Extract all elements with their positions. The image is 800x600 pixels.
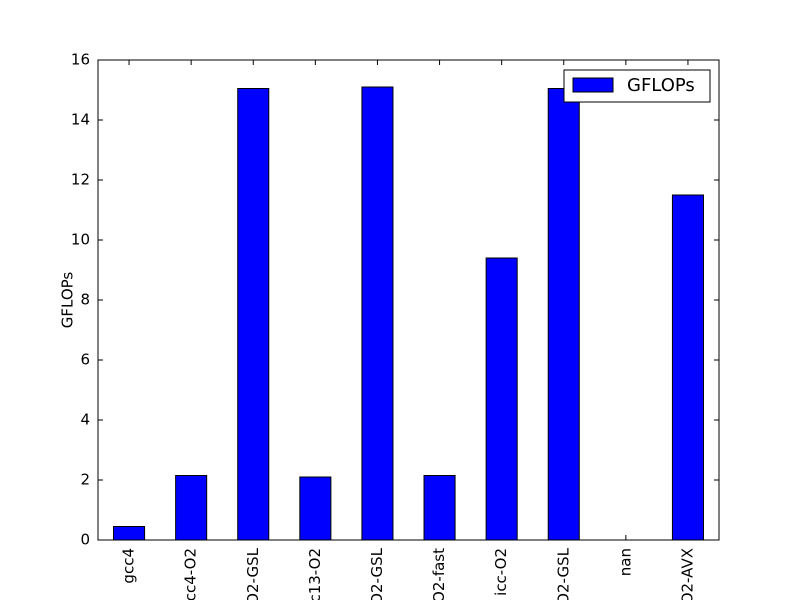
legend-swatch bbox=[572, 77, 614, 93]
plot-frame bbox=[97, 59, 720, 541]
x-tick-label: icc-O2 bbox=[492, 548, 510, 596]
y-axis-label: GFLOPs bbox=[59, 272, 77, 329]
y-tick-label: 6 bbox=[80, 351, 90, 369]
x-tick-label: cc4-O2 bbox=[182, 548, 200, 600]
y-tick-label: 2 bbox=[80, 471, 90, 489]
bar bbox=[485, 257, 518, 541]
bar bbox=[113, 526, 146, 541]
bar bbox=[671, 194, 704, 541]
bar bbox=[547, 88, 580, 541]
bar bbox=[423, 475, 456, 541]
y-tick-label: 12 bbox=[71, 171, 90, 189]
y-tick-label: 10 bbox=[71, 231, 90, 249]
x-tick-label: O2-GSL bbox=[554, 547, 572, 600]
x-tick-label: gcc4 bbox=[120, 548, 138, 584]
x-tick-label: O2-fast bbox=[430, 548, 448, 600]
x-tick-label: O2-GSL bbox=[368, 547, 386, 600]
bar bbox=[237, 88, 270, 541]
x-tick-label: nan bbox=[616, 548, 634, 576]
y-tick-label: 0 bbox=[80, 531, 90, 549]
bar bbox=[299, 476, 332, 541]
bar bbox=[175, 475, 208, 541]
bar bbox=[361, 86, 394, 541]
y-tick-label: 4 bbox=[80, 411, 90, 429]
y-tick-label: 14 bbox=[71, 111, 90, 129]
x-tick-label: O2-AVX bbox=[678, 548, 696, 600]
y-tick-label: 8 bbox=[80, 291, 90, 309]
x-tick-label: O2-GSL bbox=[244, 547, 262, 600]
x-tick-label: c13-O2 bbox=[306, 548, 324, 600]
legend-label: GFLOPs bbox=[627, 75, 695, 96]
y-tick-label: 16 bbox=[71, 51, 90, 69]
